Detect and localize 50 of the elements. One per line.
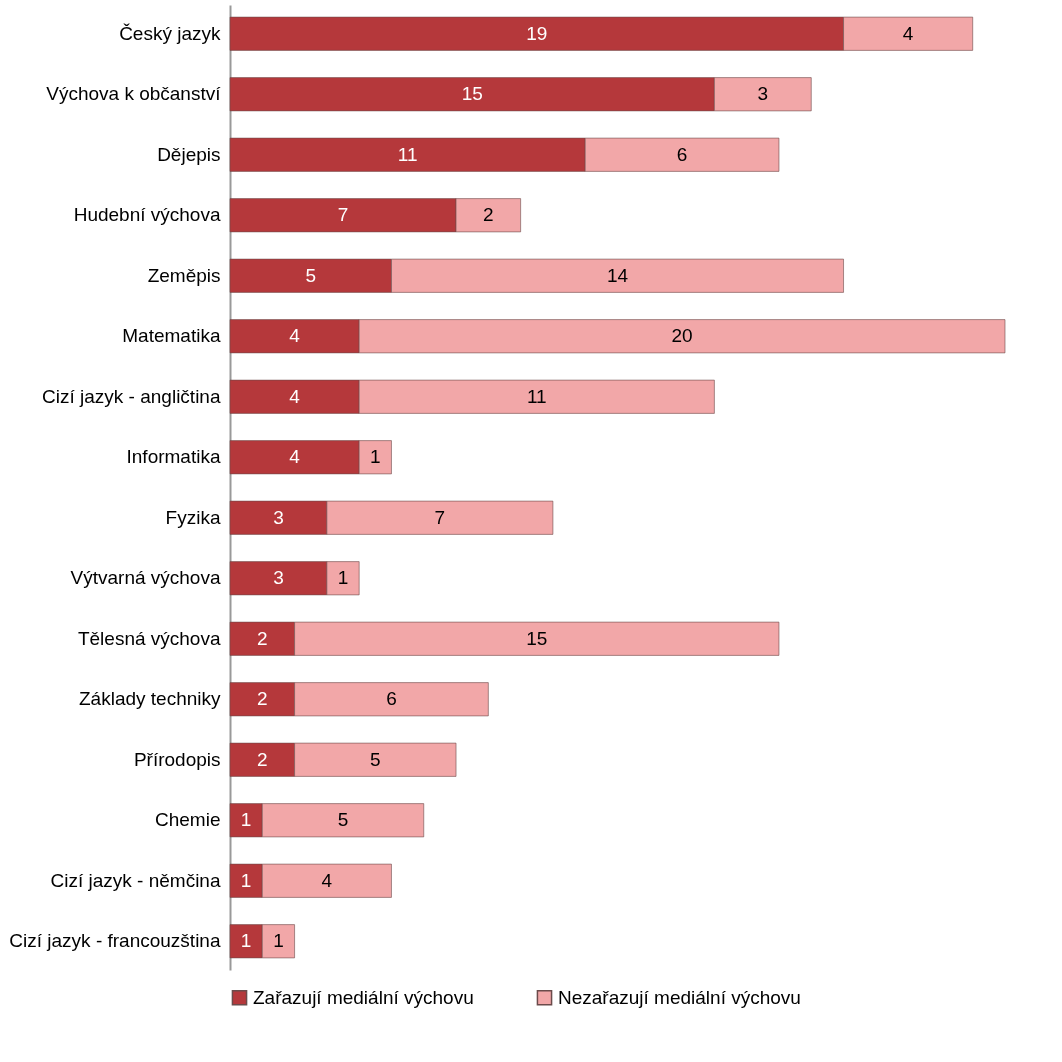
data-label: 1 — [240, 809, 252, 831]
y-tick-label: Fyzika — [165, 506, 221, 528]
data-label: 4 — [321, 869, 333, 891]
data-label: 4 — [289, 446, 301, 468]
y-tick-label: Matematika — [122, 325, 221, 347]
data-label: 11 — [526, 385, 547, 407]
data-label: 1 — [240, 869, 252, 891]
data-label: 4 — [289, 325, 301, 347]
y-tick-label: Základy techniky — [78, 688, 221, 710]
data-label: 2 — [483, 204, 494, 226]
y-tick-label: Cizí jazyk - angličtina — [42, 385, 221, 407]
y-tick-label: Výtvarná výchova — [70, 567, 221, 589]
data-label: 6 — [676, 143, 688, 165]
y-tick-label: Přírodopis — [133, 748, 221, 770]
data-label: 15 — [461, 83, 483, 105]
y-tick-label: Zeměpis — [147, 264, 221, 286]
data-label: 3 — [757, 83, 769, 105]
data-label: 11 — [397, 143, 418, 165]
y-tick-label: Cizí jazyk - francouzština — [9, 930, 221, 952]
data-label: 2 — [257, 688, 268, 710]
y-tick-label: Český jazyk — [119, 22, 221, 44]
legend-label: Nezařazují mediální výchovu — [558, 986, 801, 1008]
data-label: 19 — [526, 22, 548, 44]
data-label: 2 — [257, 748, 268, 770]
data-label: 7 — [337, 204, 349, 226]
data-label: 7 — [434, 506, 446, 528]
data-label: 3 — [273, 567, 284, 589]
data-label: 15 — [526, 627, 548, 649]
y-tick-label: Dějepis — [157, 143, 221, 165]
data-label: 1 — [337, 567, 349, 589]
data-label: 20 — [671, 325, 693, 347]
data-label: 4 — [902, 22, 914, 44]
data-label: 4 — [289, 385, 301, 407]
y-tick-label: Chemie — [155, 809, 221, 831]
data-label: 1 — [273, 930, 284, 952]
y-tick-label: Tělesná výchova — [77, 627, 221, 649]
y-tick-label: Informatika — [126, 446, 221, 468]
data-label: 5 — [370, 748, 381, 770]
y-tick-label: Hudební výchova — [73, 204, 221, 226]
data-label: 14 — [606, 264, 629, 286]
data-label: 5 — [305, 264, 317, 286]
data-label: 3 — [273, 506, 284, 528]
data-label: 5 — [337, 809, 349, 831]
data-label: 2 — [257, 627, 268, 649]
y-tick-label: Výchova k občanství — [46, 83, 222, 105]
y-tick-label: Cizí jazyk - němčina — [50, 869, 221, 891]
legend-label: Zařazují mediální výchovu — [253, 986, 474, 1008]
data-label: 6 — [386, 688, 397, 710]
data-label: 1 — [240, 930, 252, 952]
data-label: 1 — [370, 446, 381, 468]
